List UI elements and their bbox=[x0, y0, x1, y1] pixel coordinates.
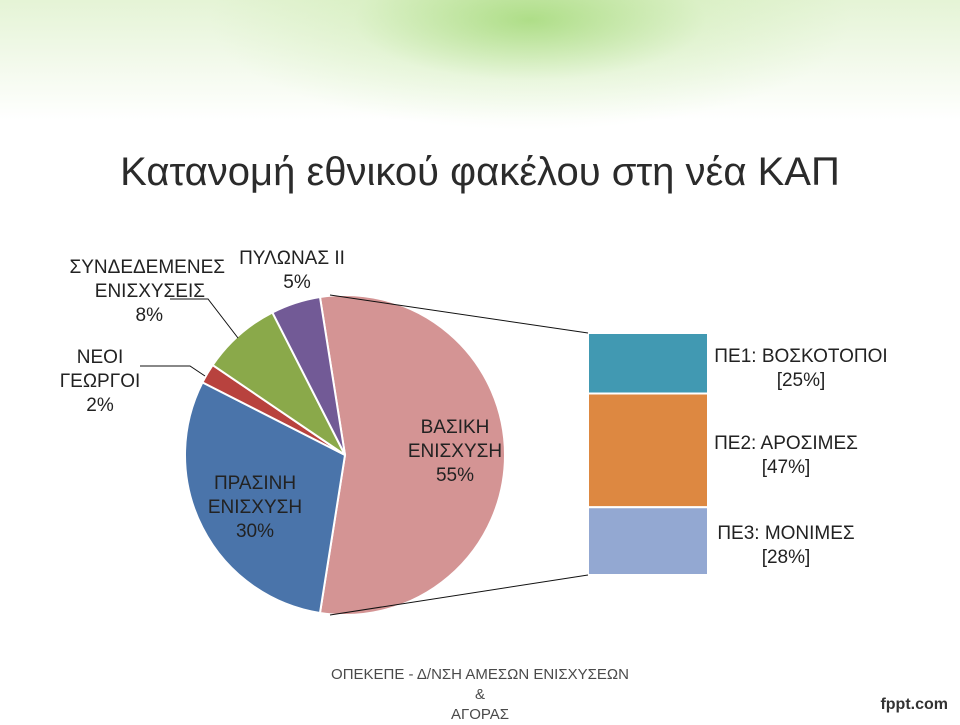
bar-segment-pe2 bbox=[587, 392, 709, 509]
label-pe2-name: ΠΕ2: ΑΡΟΣΙΜΕΣ bbox=[714, 433, 858, 454]
label-pillar-value: 5% bbox=[283, 272, 311, 293]
label-basic-line1: ΒΑΣΙΚΗ bbox=[420, 417, 490, 438]
label-pe1-name: ΠΕ1: ΒΟΣΚΟΤΟΠΟΙ bbox=[714, 346, 888, 367]
label-coupled: ΣΥΝΔΕΔΕΜΕΝΕΣ ΕΝΙΣΧΥΣΕΙΣ 8% bbox=[65, 256, 225, 328]
header-glow bbox=[0, 0, 960, 150]
footer: ΟΠΕΚΕΠΕ - Δ/ΝΣΗ ΑΜΕΣΩΝ ΕΝΙΣΧΥΣΕΩΝ & ΑΓΟΡ… bbox=[330, 665, 630, 725]
label-pe2-value: [47%] bbox=[761, 457, 811, 478]
label-basic-line2: ΕΝΙΣΧΥΣΗ bbox=[407, 441, 503, 462]
pie-slice-green bbox=[184, 381, 347, 615]
pie-slice-pillar bbox=[271, 295, 346, 456]
footer-line2: ΑΓΟΡΑΣ bbox=[450, 706, 510, 723]
bar-segment-pe1 bbox=[587, 332, 709, 395]
bar-segment-pe3 bbox=[587, 506, 709, 576]
slide-title: Κατανομή εθνικού φακέλου στη νέα ΚΑΠ bbox=[120, 150, 840, 194]
label-green-value: 30% bbox=[235, 521, 275, 542]
label-young-line1: ΝΕΟΙ bbox=[76, 347, 124, 368]
label-pillar-line1: ΠΥΛΩΝΑΣ ΙΙ bbox=[239, 248, 345, 269]
label-pillar: ΠΥΛΩΝΑΣ ΙΙ 5% bbox=[232, 247, 352, 295]
footer-line1: ΟΠΕΚΕΠΕ - Δ/ΝΣΗ ΑΜΕΣΩΝ ΕΝΙΣΧΥΣΕΩΝ & bbox=[331, 666, 629, 703]
label-pe1-value: [25%] bbox=[776, 370, 826, 391]
label-coupled-line1: ΣΥΝΔΕΔΕΜΕΝΕΣ bbox=[69, 257, 225, 278]
label-green-line1: ΠΡΑΣΙΝΗ bbox=[213, 473, 297, 494]
label-basic: ΒΑΣΙΚΗ ΕΝΙΣΧΥΣΗ 55% bbox=[390, 416, 520, 488]
label-young: ΝΕΟΙ ΓΕΩΡΓΟΙ 2% bbox=[45, 346, 155, 418]
label-basic-value: 55% bbox=[435, 465, 475, 486]
label-pe3: ΠΕ3: ΜΟΝΙΜΕΣ [28%] bbox=[696, 522, 876, 570]
label-coupled-value: 8% bbox=[135, 305, 163, 326]
label-coupled-line2: ΕΝΙΣΧΥΣΕΙΣ bbox=[94, 281, 205, 302]
header-glow-fade bbox=[0, 0, 960, 120]
label-pe2: ΠΕ2: ΑΡΟΣΙΜΕΣ [47%] bbox=[696, 432, 876, 480]
connector-line-top bbox=[329, 294, 589, 334]
label-young-line2: ΓΕΩΡΓΟΙ bbox=[59, 371, 141, 392]
connector-line-bottom bbox=[329, 574, 589, 616]
label-pe1: ΠΕ1: ΒΟΣΚΟΤΟΠΟΙ [25%] bbox=[706, 345, 896, 393]
label-green: ΠΡΑΣΙΝΗ ΕΝΙΣΧΥΣΗ 30% bbox=[190, 472, 320, 544]
leader-line-young bbox=[140, 365, 206, 377]
label-pe3-value: [28%] bbox=[761, 547, 811, 568]
label-pe3-name: ΠΕ3: ΜΟΝΙΜΕΣ bbox=[717, 523, 855, 544]
label-young-value: 2% bbox=[86, 395, 114, 416]
pie-slice-basic bbox=[318, 294, 506, 616]
label-green-line2: ΕΝΙΣΧΥΣΗ bbox=[207, 497, 303, 518]
brand-logo: fppt.com bbox=[880, 696, 948, 713]
leader-line-coupled bbox=[170, 298, 239, 339]
